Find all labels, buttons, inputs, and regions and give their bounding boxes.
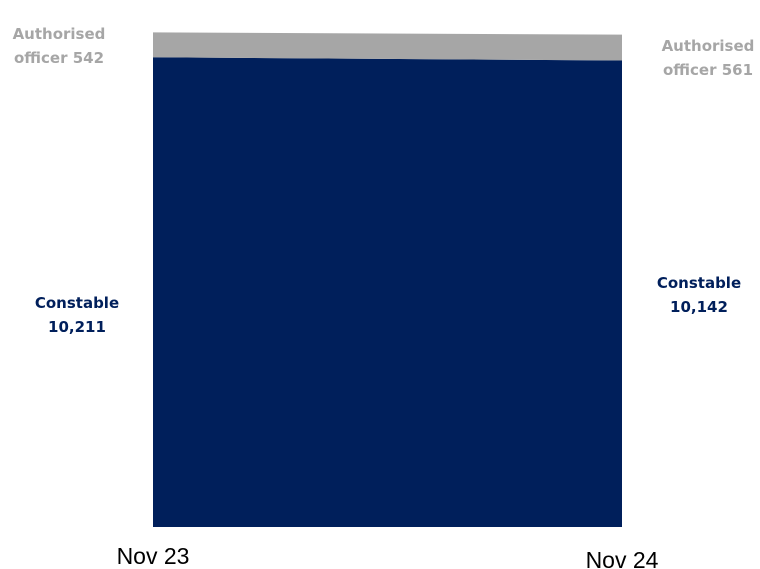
area-constable xyxy=(153,57,622,527)
area-authorised-officer xyxy=(153,32,622,61)
data-label-authorised-officer-nov-23: Authorised officer 542 xyxy=(13,25,106,67)
data-label-constable-nov-23: Constable 10,211 xyxy=(35,294,119,336)
data-label-constable-nov-24: Constable 10,142 xyxy=(657,274,741,316)
x-tick-label-nov-24: Nov 24 xyxy=(586,547,659,569)
data-label-authorised-officer-nov-24: Authorised officer 561 xyxy=(662,37,755,79)
x-tick-label-nov-23: Nov 23 xyxy=(117,543,190,569)
